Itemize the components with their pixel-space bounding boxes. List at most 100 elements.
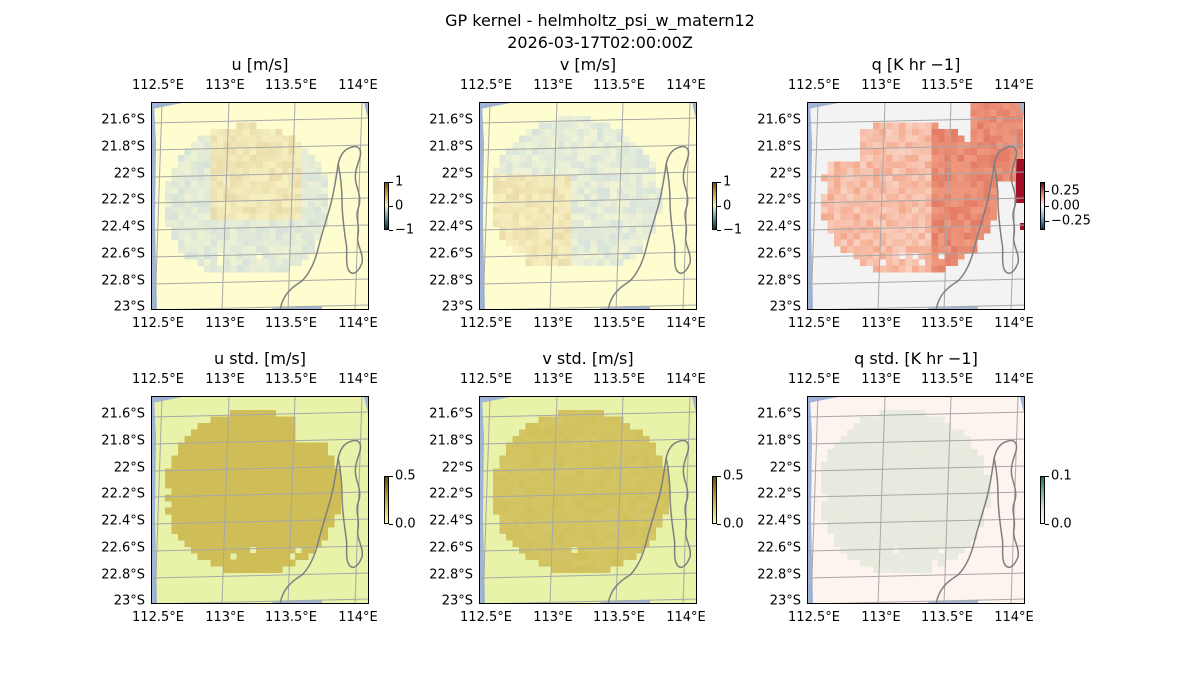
heatmap-cell bbox=[288, 540, 296, 547]
heatmap-cell bbox=[649, 207, 656, 214]
heatmap-cell bbox=[314, 161, 322, 169]
heatmap-cell bbox=[256, 501, 263, 508]
heatmap-cell bbox=[597, 475, 604, 482]
heatmap-cell bbox=[938, 194, 945, 201]
heatmap-cell bbox=[590, 546, 598, 554]
heatmap-cell bbox=[629, 142, 637, 149]
heatmap-cell bbox=[905, 527, 913, 534]
lat-tick-label: 22.8°S bbox=[757, 567, 801, 583]
heatmap-cell bbox=[269, 468, 276, 476]
heatmap-cell bbox=[912, 233, 919, 240]
heatmap-cell bbox=[879, 200, 887, 208]
heatmap-cell bbox=[243, 174, 250, 182]
lat-tick-label: 22.6°S bbox=[101, 246, 145, 262]
heatmap-cell bbox=[178, 507, 185, 515]
heatmap-cell bbox=[866, 423, 874, 430]
heatmap-cell bbox=[610, 252, 617, 260]
heatmap-cell bbox=[964, 161, 971, 169]
heatmap-cell bbox=[964, 436, 971, 443]
heatmap-cell bbox=[821, 507, 828, 515]
heatmap-cell bbox=[525, 259, 533, 266]
heatmap-cell bbox=[834, 540, 841, 547]
map-panel: v std. [m/s] 112.5°E 112.5°E 113°E 113°E 113.… bbox=[429, 349, 743, 625]
heatmap-cell bbox=[951, 488, 958, 495]
heatmap-cell bbox=[944, 436, 952, 443]
heatmap-cell bbox=[860, 540, 867, 547]
heatmap-cell bbox=[210, 194, 218, 201]
heatmap-cell bbox=[236, 520, 244, 528]
heatmap-cell bbox=[558, 187, 565, 195]
heatmap-cell bbox=[957, 226, 965, 234]
heatmap-cell bbox=[314, 174, 322, 182]
heatmap-cell bbox=[558, 553, 565, 560]
heatmap-cell bbox=[977, 122, 984, 130]
heatmap-cell bbox=[918, 559, 926, 567]
heatmap-cell bbox=[525, 553, 533, 560]
heatmap-cell bbox=[873, 220, 880, 227]
heatmap-cell bbox=[886, 468, 893, 476]
heatmap-cell bbox=[558, 155, 565, 162]
heatmap-cell bbox=[957, 494, 965, 502]
heatmap-cell bbox=[590, 553, 598, 560]
heatmap-cell bbox=[499, 527, 507, 534]
colorbar-tick bbox=[717, 524, 721, 525]
heatmap-cell bbox=[538, 194, 546, 201]
heatmap-cell bbox=[623, 220, 630, 227]
heatmap-cell bbox=[525, 475, 533, 482]
heatmap-cell bbox=[308, 155, 315, 162]
heatmap-cell bbox=[957, 155, 965, 162]
heatmap-cell bbox=[616, 501, 624, 508]
heatmap-cell bbox=[886, 207, 893, 214]
heatmap-cell bbox=[873, 194, 880, 201]
heatmap-cell bbox=[506, 207, 513, 214]
heatmap-cell bbox=[873, 546, 880, 554]
heatmap-cell bbox=[236, 423, 244, 430]
heatmap-cell bbox=[951, 207, 958, 214]
heatmap-cell bbox=[204, 239, 211, 247]
heatmap-cell bbox=[217, 533, 224, 541]
heatmap-cell bbox=[879, 410, 887, 417]
heatmap-cell bbox=[977, 226, 984, 234]
heatmap-cell bbox=[204, 423, 211, 430]
heatmap-cell bbox=[506, 226, 513, 234]
heatmap-cell bbox=[262, 220, 270, 227]
heatmap-cell bbox=[996, 129, 1004, 136]
heatmap-cell bbox=[584, 226, 591, 234]
heatmap-cell bbox=[512, 462, 520, 469]
heatmap-cell bbox=[951, 233, 958, 240]
heatmap-cell bbox=[597, 507, 604, 515]
heatmap-cell bbox=[262, 416, 270, 424]
heatmap-cell bbox=[847, 449, 854, 456]
heatmap-cell bbox=[584, 200, 591, 208]
lat-tick-label: 23°S bbox=[441, 593, 473, 609]
lat-tick-label: 23°S bbox=[769, 593, 801, 609]
heatmap-cell bbox=[512, 220, 520, 227]
heatmap-cell bbox=[558, 213, 565, 221]
heatmap-cell bbox=[853, 423, 861, 430]
heatmap-cell bbox=[951, 148, 958, 156]
heatmap-cell bbox=[571, 462, 578, 469]
lon-tick-label-bottom: 113.5°E bbox=[593, 316, 645, 331]
heatmap-cell bbox=[610, 546, 617, 554]
heatmap-cell bbox=[879, 540, 887, 547]
heatmap-cell bbox=[983, 155, 991, 162]
heatmap-cell bbox=[334, 468, 341, 476]
heatmap-cell bbox=[564, 436, 572, 443]
heatmap-cell bbox=[990, 207, 997, 214]
heatmap-cell bbox=[834, 187, 841, 195]
heatmap-cell bbox=[295, 455, 302, 463]
heatmap-cell bbox=[873, 239, 880, 247]
heatmap-cell bbox=[873, 449, 880, 456]
heatmap-cell bbox=[642, 181, 650, 188]
heatmap-cell bbox=[925, 181, 932, 188]
heatmap-cell bbox=[262, 161, 270, 169]
heatmap-cell bbox=[1016, 148, 1023, 156]
heatmap-cell bbox=[525, 129, 533, 136]
heatmap-cell bbox=[191, 436, 198, 443]
heatmap-cell bbox=[243, 246, 250, 253]
heatmap-cell bbox=[558, 181, 565, 188]
heatmap-cell bbox=[866, 553, 874, 560]
heatmap-cell bbox=[525, 455, 533, 463]
heatmap-cell bbox=[649, 533, 656, 541]
heatmap-cell bbox=[892, 559, 900, 567]
